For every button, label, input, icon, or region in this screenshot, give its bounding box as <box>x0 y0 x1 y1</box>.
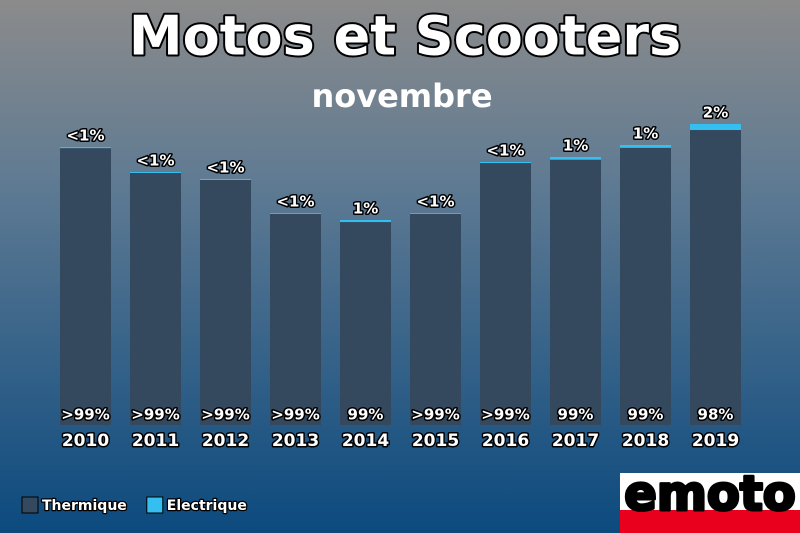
bar-segment <box>340 222 391 425</box>
chart-subtitle: novembre <box>311 77 492 115</box>
bar-segment <box>130 173 181 425</box>
bar-segment <box>690 124 741 131</box>
value-label: <1% <box>276 193 314 211</box>
bar-segment <box>340 220 391 223</box>
chart-title: Motos et Scooters <box>129 5 681 68</box>
legend-label: Electrique <box>167 498 247 514</box>
x-tick-label: 2019 <box>692 431 739 451</box>
value-label: >99% <box>481 406 529 424</box>
legend-swatch <box>21 496 39 514</box>
x-tick-label: 2014 <box>342 431 389 451</box>
x-tick-label: 2010 <box>62 431 109 451</box>
bar-segment <box>410 213 461 214</box>
x-tick-label: 2013 <box>272 431 319 451</box>
logo-text: emoto <box>624 466 795 522</box>
bar-segment <box>60 148 111 425</box>
x-tick-label: 2017 <box>552 431 599 451</box>
x-tick-label: 2018 <box>622 431 669 451</box>
value-label: 2% <box>703 104 728 122</box>
x-tick-label: 2011 <box>132 431 179 451</box>
value-label: >99% <box>201 406 249 424</box>
bar-segment <box>270 213 321 425</box>
bar-segment <box>270 213 321 214</box>
legend-swatch <box>146 496 164 514</box>
bar-segment <box>480 163 531 425</box>
value-label: 99% <box>348 406 384 424</box>
value-label: 1% <box>563 137 588 155</box>
value-label: 98% <box>698 406 734 424</box>
bar-segment <box>480 162 531 164</box>
value-label: >99% <box>61 406 109 424</box>
value-label: 1% <box>633 125 658 143</box>
bar-segment <box>550 157 601 160</box>
logo: emoto <box>620 465 800 533</box>
x-tick-label: 2012 <box>202 431 249 451</box>
bar-segment <box>410 213 461 425</box>
bar-segment <box>690 130 741 425</box>
x-tick-label: 2016 <box>482 431 529 451</box>
value-label: 99% <box>558 406 594 424</box>
value-label: 99% <box>628 406 664 424</box>
bar-segment <box>620 145 671 148</box>
value-label: >99% <box>271 406 319 424</box>
bar-segment <box>200 179 251 425</box>
value-label: <1% <box>136 152 174 170</box>
bar-segment <box>620 147 671 426</box>
x-tick-label: 2015 <box>412 431 459 451</box>
logo-strip <box>620 510 800 533</box>
value-label: <1% <box>486 142 524 160</box>
value-label: <1% <box>66 127 104 145</box>
bar-segment <box>200 179 251 180</box>
bar-segment <box>550 159 601 425</box>
value-label: <1% <box>416 193 454 211</box>
bar-segment <box>130 172 181 174</box>
legend-label: Thermique <box>42 498 127 514</box>
value-label: >99% <box>411 406 459 424</box>
value-label: 1% <box>353 200 378 218</box>
value-label: <1% <box>206 159 244 177</box>
bar-segment <box>60 147 111 149</box>
value-label: >99% <box>131 406 179 424</box>
